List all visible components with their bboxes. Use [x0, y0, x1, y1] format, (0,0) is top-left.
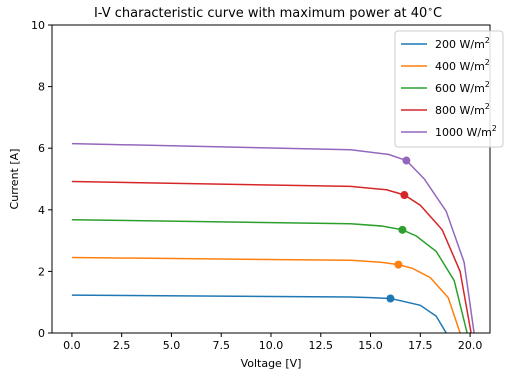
x-tick-label: 20.0	[458, 339, 483, 352]
x-tick-label: 10.0	[259, 339, 284, 352]
chart-title: I-V characteristic curve with maximum po…	[94, 5, 442, 21]
max-power-point-400	[394, 260, 403, 269]
max-power-point-1000	[402, 156, 411, 165]
legend-label: 1000 W/m2	[435, 124, 497, 139]
x-tick-label: 7.5	[212, 339, 230, 352]
plot-area	[51, 24, 491, 334]
y-axis-label: Current [A]	[8, 149, 21, 210]
legend-label: 600 W/m2	[435, 80, 490, 95]
y-axis: 0 2 4 6 8 10	[31, 19, 52, 340]
legend-label: 400 W/m2	[435, 58, 490, 73]
legend-item-600: 600 W/m2	[401, 80, 490, 95]
legend-item-400: 400 W/m2	[401, 58, 490, 73]
y-tick-label: 10	[31, 19, 45, 32]
x-axis-label: Voltage [V]	[241, 357, 302, 370]
legend-box	[394, 30, 504, 148]
series-line-400	[71, 256, 461, 334]
y-tick-label: 8	[38, 81, 45, 94]
x-tick-label: 0.0	[63, 339, 81, 352]
x-tick-label: 2.5	[113, 339, 131, 352]
series-line-600	[71, 218, 468, 334]
x-tick-label: 5.0	[163, 339, 181, 352]
max-power-point-200	[386, 294, 395, 303]
y-tick-label: 6	[38, 142, 45, 155]
x-tick-label: 12.5	[309, 339, 334, 352]
x-tick-label: 15.0	[358, 339, 383, 352]
series-line-200	[71, 294, 447, 334]
legend-item-200: 200 W/m2	[401, 36, 490, 51]
max-power-point-800	[400, 191, 409, 200]
x-axis: 0.0 2.5 5.0 7.5 10.0 12.5 15.0 17.5 20.0	[63, 333, 482, 352]
x-tick-label: 17.5	[408, 339, 433, 352]
max-power-point-600	[398, 225, 407, 234]
legend-item-800: 800 W/m2	[401, 102, 490, 117]
series-line-1000	[71, 142, 475, 334]
legend-label: 800 W/m2	[435, 102, 490, 117]
y-tick-label: 0	[38, 327, 45, 340]
legend-label: 200 W/m2	[435, 36, 490, 51]
legend-item-1000: 1000 W/m2	[401, 124, 497, 139]
y-tick-label: 2	[38, 265, 45, 278]
y-tick-label: 4	[38, 204, 45, 217]
legend: 200 W/m2 400 W/m2 600 W/m2 800 W/m2 1000 W/m…	[394, 30, 504, 148]
series-line-800	[71, 180, 472, 334]
